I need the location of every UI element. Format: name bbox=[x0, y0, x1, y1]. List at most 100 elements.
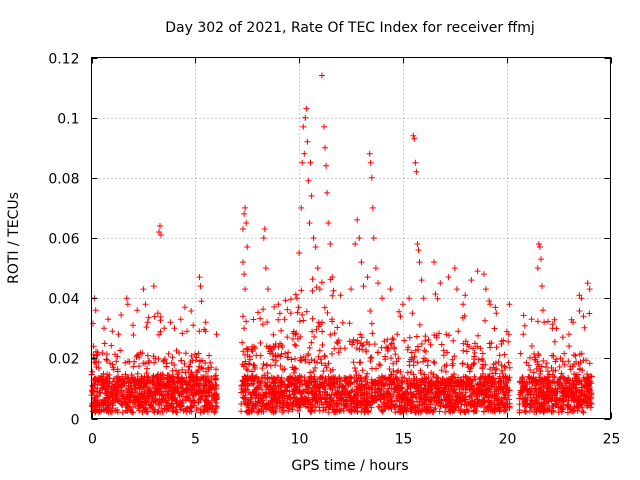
data-point bbox=[304, 382, 310, 389]
data-point bbox=[449, 360, 456, 367]
data-point bbox=[181, 388, 188, 395]
data-point bbox=[259, 400, 266, 407]
data-point bbox=[303, 105, 310, 112]
data-point bbox=[485, 373, 492, 380]
data-point bbox=[323, 162, 330, 169]
data-point bbox=[505, 338, 512, 345]
data-point bbox=[192, 351, 198, 358]
data-point bbox=[151, 381, 158, 388]
data-point bbox=[586, 360, 593, 367]
data-point bbox=[404, 378, 411, 385]
data-point bbox=[195, 399, 202, 406]
data-point bbox=[154, 386, 161, 393]
data-point bbox=[471, 353, 478, 360]
data-point bbox=[390, 379, 397, 386]
data-point bbox=[551, 316, 558, 323]
data-point bbox=[119, 373, 126, 380]
data-point bbox=[407, 396, 414, 403]
data-point bbox=[239, 361, 246, 368]
data-point bbox=[504, 400, 511, 407]
data-point bbox=[463, 402, 470, 409]
data-point bbox=[561, 398, 567, 405]
y-tick-label: 0.04 bbox=[48, 292, 79, 308]
data-point bbox=[420, 295, 427, 302]
data-point bbox=[91, 381, 98, 388]
data-point bbox=[318, 72, 325, 79]
data-point bbox=[372, 396, 378, 403]
data-point bbox=[197, 283, 204, 290]
data-point bbox=[238, 389, 245, 396]
data-point bbox=[309, 315, 316, 322]
data-point bbox=[472, 408, 479, 414]
data-point bbox=[393, 397, 400, 404]
data-point bbox=[126, 358, 133, 365]
data-point bbox=[549, 325, 556, 332]
data-point bbox=[567, 405, 574, 412]
data-point bbox=[536, 400, 543, 407]
data-point bbox=[200, 382, 207, 389]
data-point bbox=[143, 373, 150, 380]
data-point bbox=[323, 364, 330, 371]
data-point bbox=[140, 286, 147, 293]
data-point bbox=[548, 395, 554, 402]
data-point bbox=[142, 301, 149, 308]
y-tick-label: 0.12 bbox=[48, 52, 79, 68]
data-point bbox=[345, 392, 352, 399]
tick-labels: 0 5 10 15 20 25 0 0.02 0.04 0.06 0.08 0.1 0.12 bbox=[48, 52, 620, 448]
data-point bbox=[418, 341, 425, 347]
data-point bbox=[197, 395, 204, 402]
data-point bbox=[294, 295, 300, 302]
data-point bbox=[435, 394, 442, 401]
data-point bbox=[416, 259, 423, 266]
data-point bbox=[495, 358, 502, 365]
data-point bbox=[426, 396, 433, 403]
data-point bbox=[543, 360, 550, 367]
data-point bbox=[541, 319, 548, 326]
data-point bbox=[270, 392, 277, 398]
axis-ticks bbox=[91, 57, 612, 420]
data-point bbox=[549, 387, 556, 394]
data-point bbox=[304, 138, 311, 145]
data-point bbox=[373, 365, 379, 372]
data-point bbox=[168, 392, 175, 399]
data-point bbox=[543, 376, 550, 383]
data-point bbox=[390, 360, 397, 367]
data-point bbox=[446, 399, 453, 405]
data-point bbox=[331, 330, 338, 337]
data-point bbox=[573, 371, 579, 378]
data-point bbox=[368, 174, 375, 181]
data-point bbox=[285, 349, 292, 356]
data-point bbox=[583, 357, 589, 364]
data-point bbox=[299, 394, 306, 401]
data-point bbox=[273, 403, 280, 410]
data-point bbox=[294, 309, 301, 316]
data-point bbox=[241, 271, 248, 278]
data-point bbox=[113, 358, 120, 365]
data-point bbox=[189, 384, 196, 391]
data-point bbox=[580, 313, 587, 320]
data-point bbox=[95, 377, 102, 384]
data-point bbox=[246, 399, 253, 406]
data-point bbox=[454, 399, 461, 406]
y-tick-label: 0.08 bbox=[48, 172, 79, 188]
data-point bbox=[327, 331, 334, 338]
data-point bbox=[318, 360, 325, 367]
data-point bbox=[242, 286, 249, 293]
data-point bbox=[500, 337, 507, 344]
data-point bbox=[356, 359, 363, 366]
data-point bbox=[202, 328, 209, 335]
data-point bbox=[423, 408, 430, 415]
data-point bbox=[493, 310, 500, 317]
data-point bbox=[181, 304, 188, 311]
data-point bbox=[319, 319, 325, 326]
data-point bbox=[401, 406, 408, 413]
data-point bbox=[316, 347, 323, 354]
data-point bbox=[309, 287, 316, 294]
data-point bbox=[397, 313, 404, 320]
data-point bbox=[506, 387, 513, 394]
data-point bbox=[291, 341, 298, 348]
data-point bbox=[377, 396, 384, 403]
data-point bbox=[238, 408, 245, 415]
data-point bbox=[441, 363, 448, 370]
data-point bbox=[206, 379, 213, 386]
